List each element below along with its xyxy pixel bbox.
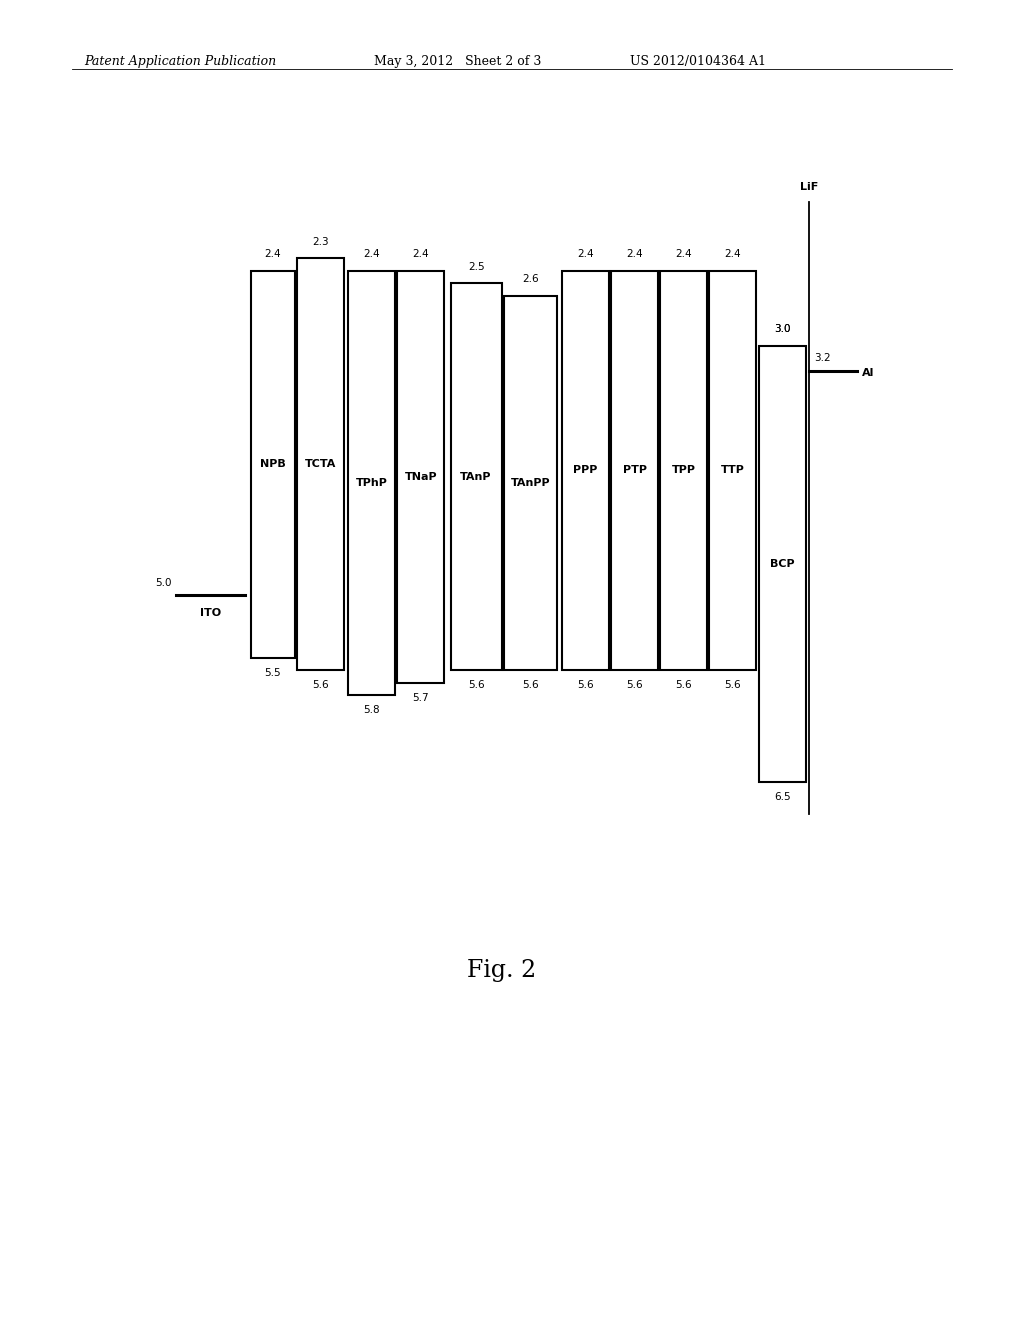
Text: 2.4: 2.4 — [627, 249, 643, 260]
Text: US 2012/0104364 A1: US 2012/0104364 A1 — [630, 55, 766, 69]
Text: PTP: PTP — [623, 466, 646, 475]
Text: TTP: TTP — [721, 466, 744, 475]
Text: 2.5: 2.5 — [468, 261, 484, 272]
Text: 5.8: 5.8 — [364, 705, 380, 715]
Text: BCP: BCP — [770, 558, 795, 569]
Text: 2.4: 2.4 — [364, 249, 380, 260]
Text: 5.7: 5.7 — [413, 693, 429, 702]
Text: 2.4: 2.4 — [413, 249, 429, 260]
Bar — [297, 259, 344, 671]
Text: 5.6: 5.6 — [578, 680, 594, 690]
Bar — [397, 271, 444, 682]
Text: PPP: PPP — [573, 466, 598, 475]
Text: TAnPP: TAnPP — [511, 478, 550, 488]
Text: Al: Al — [862, 368, 874, 378]
Bar — [660, 271, 707, 671]
Text: 2.4: 2.4 — [264, 249, 282, 260]
Text: Patent Application Publication: Patent Application Publication — [84, 55, 276, 69]
Text: 2.6: 2.6 — [522, 275, 539, 284]
Text: TCTA: TCTA — [305, 459, 337, 469]
Text: May 3, 2012   Sheet 2 of 3: May 3, 2012 Sheet 2 of 3 — [374, 55, 541, 69]
Text: 5.5: 5.5 — [264, 668, 282, 677]
Bar — [611, 271, 658, 671]
Text: 5.6: 5.6 — [627, 680, 643, 690]
Text: 2.4: 2.4 — [578, 249, 594, 260]
Text: 6.5: 6.5 — [774, 792, 791, 803]
Text: TNaP: TNaP — [404, 471, 437, 482]
Bar — [709, 271, 756, 671]
Text: 5.6: 5.6 — [468, 680, 484, 690]
Text: TPhP: TPhP — [356, 478, 388, 488]
Text: 5.6: 5.6 — [724, 680, 740, 690]
Text: 5.0: 5.0 — [156, 578, 172, 587]
Bar — [251, 271, 295, 657]
Text: 2.4: 2.4 — [675, 249, 692, 260]
Text: TPP: TPP — [672, 466, 695, 475]
Text: NPB: NPB — [260, 459, 286, 469]
Text: LiF: LiF — [800, 182, 818, 193]
Text: 3.0: 3.0 — [774, 325, 791, 334]
Bar — [348, 271, 395, 696]
Text: 3.2: 3.2 — [814, 352, 831, 363]
Bar — [759, 346, 806, 783]
Bar — [504, 296, 557, 671]
Bar — [562, 271, 609, 671]
Text: 2.4: 2.4 — [724, 249, 740, 260]
Text: 2.3: 2.3 — [312, 238, 329, 247]
Bar — [451, 284, 502, 671]
Text: 3.0: 3.0 — [774, 325, 791, 334]
Text: 5.6: 5.6 — [522, 680, 539, 690]
Text: 5.6: 5.6 — [675, 680, 692, 690]
Text: TAnP: TAnP — [461, 471, 492, 482]
Text: 5.6: 5.6 — [312, 680, 329, 690]
Text: ITO: ITO — [200, 607, 221, 618]
Text: Fig. 2: Fig. 2 — [467, 958, 537, 982]
